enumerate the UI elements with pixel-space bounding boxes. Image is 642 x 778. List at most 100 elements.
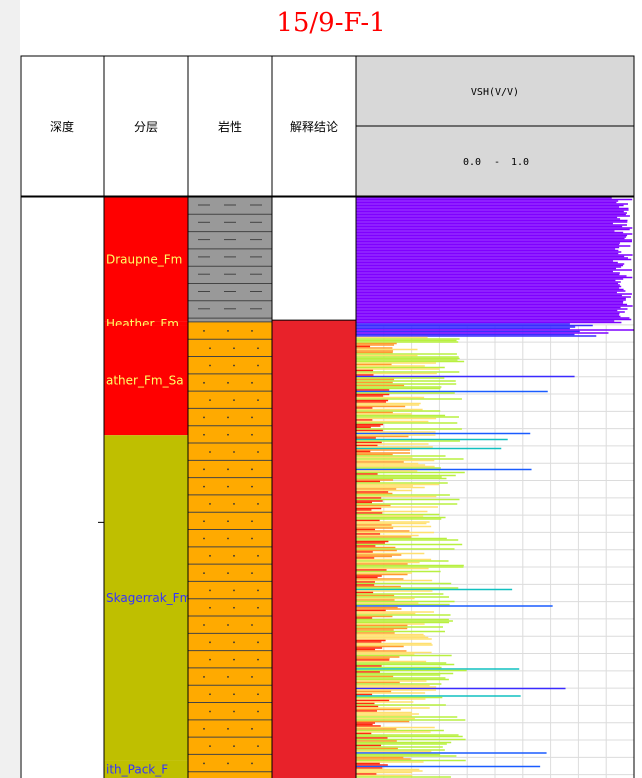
sand-dot [227, 762, 229, 765]
zone-label: Skagerrak_Fm [106, 591, 191, 605]
sand-dot [233, 347, 235, 350]
sand-dot [227, 468, 229, 471]
sand-dot [209, 364, 211, 367]
sand-dot [257, 693, 259, 696]
sand-dot [227, 330, 229, 332]
zone-band [104, 760, 188, 778]
curve-scale-min: 0.0 [463, 157, 481, 168]
zone-band [104, 435, 188, 761]
sand-dot [251, 624, 253, 626]
sand-dot [203, 468, 205, 471]
interpretation-band [272, 320, 356, 778]
sand-dot [227, 416, 229, 419]
curve-name-label: VSH(V/V) [471, 87, 519, 98]
log-page: 15/9-F-1 深度 分层 岩性 解释结论 VSH(V/V) 0.0 - 1.… [20, 0, 642, 778]
sand-dot [203, 416, 205, 419]
sand-dot [203, 727, 205, 730]
sand-dot [227, 676, 229, 678]
sand-dot [203, 330, 205, 332]
sand-dot [257, 503, 259, 505]
sand-dot [257, 451, 259, 453]
well-title: 15/9-F-1 [276, 8, 386, 38]
sand-dot [251, 330, 253, 332]
sand-dot [227, 624, 229, 626]
zone-band [104, 321, 188, 326]
sand-dot [233, 364, 235, 367]
sand-dot [251, 416, 253, 419]
sand-dot [209, 451, 211, 453]
sand-dot [251, 572, 253, 575]
zone-band [104, 197, 188, 322]
sand-dot [209, 658, 211, 661]
sand-dot [251, 676, 253, 678]
sand-dot [251, 727, 253, 730]
sand-dot [203, 676, 205, 678]
sand-dot [257, 554, 259, 557]
sand-dot [233, 399, 235, 402]
header-zones-label: 分层 [134, 120, 158, 134]
sand-dot [233, 554, 235, 557]
sand-dot [251, 762, 253, 765]
sand-dot [209, 347, 211, 350]
sand-dot [257, 745, 259, 748]
log-body: Draupne_FmHeather_Fmather_Fm_SaSkagerrak… [20, 196, 635, 778]
sand-dot [203, 433, 205, 436]
sand-dot [233, 658, 235, 661]
sand-dot [233, 451, 235, 453]
header-interpretation-label: 解释结论 [290, 120, 338, 134]
sand-dot [227, 485, 229, 488]
sand-dot [203, 485, 205, 488]
sand-dot [227, 537, 229, 540]
sand-dot [251, 468, 253, 471]
sand-dot [233, 641, 235, 644]
sand-dot [257, 606, 259, 609]
sand-dot [257, 641, 259, 644]
curve-scale-max: 1.0 [511, 157, 529, 168]
lithology-shale [188, 197, 272, 322]
sand-dot [209, 710, 211, 713]
sand-dot [251, 433, 253, 436]
lithology-sandstone [188, 321, 272, 778]
header-lithology-label: 岩性 [218, 119, 242, 134]
sand-dot [209, 745, 211, 748]
sand-dot [209, 554, 211, 557]
zone-label: ather_Fm_Sa [106, 374, 184, 388]
sand-dot [203, 537, 205, 540]
sand-dot [257, 589, 259, 592]
sand-dot [203, 520, 205, 523]
curve-scale-separator: - [494, 157, 500, 168]
sand-dot [251, 520, 253, 523]
sand-dot [257, 347, 259, 350]
zone-label: ith_Pack_F [106, 762, 168, 776]
sand-dot [203, 572, 205, 575]
sand-dot [209, 589, 211, 592]
sand-dot [233, 745, 235, 748]
sand-dot [233, 589, 235, 592]
sand-dot [233, 693, 235, 696]
sand-dot [227, 727, 229, 730]
sand-dot [257, 710, 259, 713]
sand-dot [209, 606, 211, 609]
sand-dot [227, 381, 229, 384]
sand-dot [233, 503, 235, 505]
sand-dot [227, 520, 229, 523]
track-border [355, 196, 635, 778]
sand-dot [203, 624, 205, 626]
header-depth-label: 深度 [50, 119, 74, 134]
track-border [20, 196, 105, 778]
sand-dot [203, 762, 205, 765]
sand-dot [209, 641, 211, 644]
curve-header-name-cell [356, 56, 634, 126]
sand-dot [209, 503, 211, 505]
sand-dot [257, 399, 259, 402]
sand-dot [251, 485, 253, 488]
well-log-plot: 深度 分层 岩性 解释结论 VSH(V/V) 0.0 - 1.0 Draupne… [20, 55, 635, 778]
curve-header-scale-cell [356, 126, 634, 196]
sand-dot [257, 658, 259, 661]
sand-dot [257, 364, 259, 367]
sand-dot [251, 537, 253, 540]
sand-dot [227, 572, 229, 575]
sand-dot [203, 381, 205, 384]
sand-dot [227, 433, 229, 436]
sand-dot [233, 710, 235, 713]
